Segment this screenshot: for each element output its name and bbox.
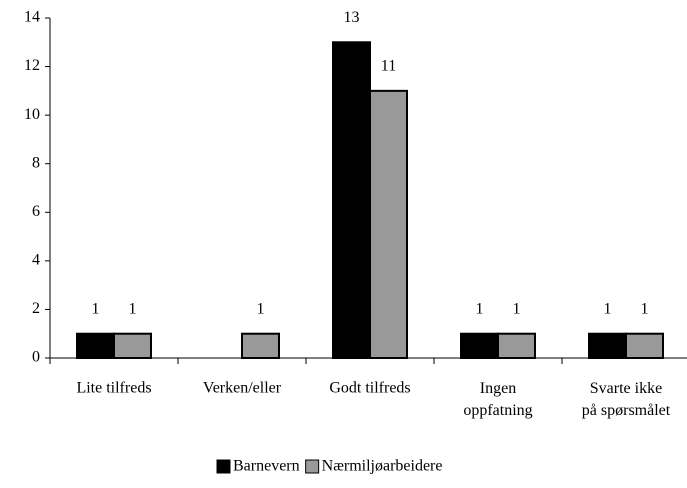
bar bbox=[369, 89, 408, 359]
y-tick-label: 12 bbox=[24, 57, 40, 74]
x-tick-label: Lite tilfreds bbox=[76, 380, 151, 397]
bar bbox=[497, 332, 536, 360]
y-tick-label: 2 bbox=[32, 300, 40, 317]
x-tick-label: Godt tilfreds bbox=[329, 380, 410, 397]
y-tick-label: 8 bbox=[32, 154, 40, 171]
data-label: 1 bbox=[513, 300, 521, 317]
x-tick-label: Svarte ikke på spørsmålet bbox=[582, 380, 671, 419]
bar bbox=[588, 332, 627, 360]
x-tick-label: Verken/eller bbox=[203, 380, 282, 397]
data-label: 1 bbox=[476, 300, 484, 317]
legend-label: Barnevern bbox=[233, 458, 300, 475]
bar bbox=[332, 41, 371, 360]
y-tick-label: 4 bbox=[32, 252, 40, 269]
data-label: 1 bbox=[641, 300, 649, 317]
x-tick-label: Ingen oppfatning bbox=[463, 380, 532, 419]
bar bbox=[460, 332, 499, 360]
legend-label: Nærmiljøarbeidere bbox=[322, 458, 443, 475]
legend-swatch bbox=[305, 459, 320, 474]
bar bbox=[113, 332, 152, 360]
bar bbox=[241, 332, 280, 360]
data-label: 13 bbox=[344, 9, 360, 26]
data-label: 1 bbox=[92, 300, 100, 317]
y-tick-label: 0 bbox=[32, 349, 40, 366]
data-label: 1 bbox=[129, 300, 137, 317]
y-tick-label: 14 bbox=[24, 9, 40, 26]
bar bbox=[625, 332, 664, 360]
data-label: 11 bbox=[381, 58, 396, 75]
data-label: 1 bbox=[604, 300, 612, 317]
legend-swatch bbox=[216, 459, 231, 474]
y-tick-label: 6 bbox=[32, 203, 40, 220]
bar bbox=[76, 332, 115, 360]
data-label: 1 bbox=[257, 300, 265, 317]
y-tick-label: 10 bbox=[24, 106, 40, 123]
